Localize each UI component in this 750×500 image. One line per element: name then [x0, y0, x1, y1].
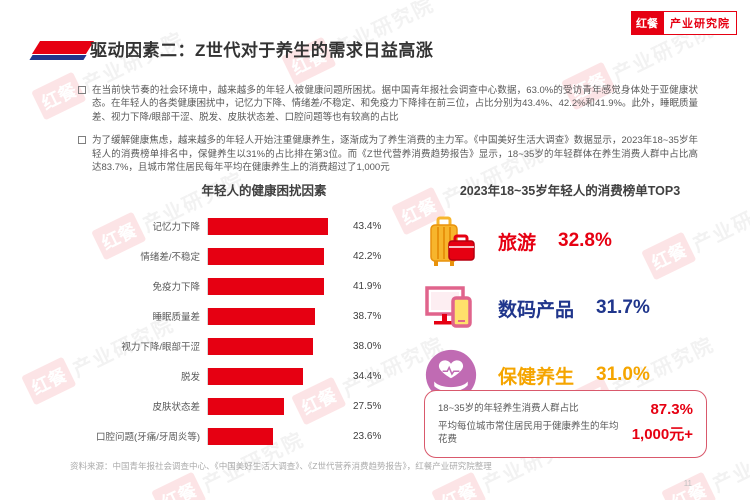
top3-label-travel: 旅游: [498, 232, 537, 254]
chart-bar: [208, 427, 274, 445]
stats-label-share: 18~35岁的年轻养生消费人群占比: [438, 403, 579, 415]
chart-bar-track: [207, 277, 346, 295]
chart-bar: [208, 397, 284, 415]
chart-category-label: 脱发: [180, 372, 200, 383]
chart-category-label: 口腔问题(牙痛/牙周炎等): [96, 432, 200, 443]
paragraph-1-text: 在当前快节奏的社会环境中，越来越多的年轻人被健康问题所困扰。据中国青年报社会调查…: [92, 85, 698, 123]
chart-bar-track: [207, 397, 346, 415]
top3-value-health: 31.0%: [596, 364, 650, 385]
top3-item-travel: 旅游 32.8%: [420, 209, 720, 273]
chart-category-label: 记忆力下降: [152, 222, 200, 233]
digital-devices-icon: [420, 279, 482, 337]
chart-category-label: 视力下降/眼部干涩: [121, 342, 200, 353]
top3-item-digital: 数码产品 31.7%: [420, 276, 720, 340]
health-heart-icon: [420, 348, 482, 402]
chart-row: 脱发 34.4%: [96, 361, 432, 391]
chart-category-label: 皮肤状态差: [152, 402, 200, 413]
intro-paragraphs: 在当前快节奏的社会环境中，越来越多的年轻人被健康问题所困扰。据中国青年报社会调查…: [78, 84, 698, 185]
chart-row: 口腔问题(牙痛/牙周炎等) 23.6%: [96, 421, 432, 451]
top3-value-digital: 31.7%: [596, 297, 650, 318]
data-source-note: 资料来源：中国青年报社会调查中心、《中国美好生活大调查》、《Z世代营养消费趋势报…: [70, 461, 492, 471]
paragraph-2-text: 为了缓解健康焦虑，越来越多的年轻人开始注重健康养生，逐渐成为了养生消费的主力军。…: [92, 135, 698, 174]
square-bullet-icon: [78, 136, 86, 145]
chart-title: 年轻人的健康困扰因素: [201, 184, 327, 198]
stats-label-spend: 平均每位城市常住居民用于健康养生的年均花费: [438, 421, 619, 445]
bar-chart-rows: 记忆力下降 43.4% 情绪差/不稳定 42.2% 免疫力下降 41.9% 睡眠质量差 38.…: [96, 211, 432, 451]
chart-bar: [208, 247, 325, 265]
chart-row: 皮肤状态差 27.5%: [96, 391, 432, 421]
chart-bar-track: [207, 367, 346, 385]
brand-logo: 红餐 产业研究院: [631, 11, 737, 35]
brand-logo-text: 产业研究院: [663, 11, 737, 35]
chart-bar-track: [207, 337, 346, 355]
title-flag-shadow: [29, 55, 87, 60]
top3-value-travel: 32.8%: [558, 230, 612, 251]
page-number: 11: [683, 479, 692, 488]
paragraph-1: 在当前快节奏的社会环境中，越来越多的年轻人被健康问题所困扰。据中国青年报社会调查…: [78, 84, 698, 124]
paragraph-2: 为了缓解健康焦虑，越来越多的年轻人开始注重健康养生，逐渐成为了养生消费的主力军。…: [78, 134, 698, 174]
chart-row: 情绪差/不稳定 42.2%: [96, 241, 432, 271]
chart-bar-track: [207, 427, 346, 445]
top3-item-health: 保健养生 31.0%: [420, 343, 720, 407]
chart-bar-value: 38.0%: [353, 340, 382, 352]
chart-bar: [208, 217, 328, 235]
chart-bar-value: 27.5%: [353, 400, 382, 412]
chart-category-label: 情绪差/不稳定: [140, 252, 200, 263]
chart-row: 免疫力下降 41.9%: [96, 271, 432, 301]
title-flag-decoration: [31, 41, 95, 54]
chart-bar-value: 38.7%: [353, 310, 382, 322]
top3-title: 2023年18~35岁年轻人的消费榜单TOP3: [459, 184, 681, 198]
top3-consumption-list: 2023年18~35岁年轻人的消费榜单TOP3: [420, 180, 720, 410]
chart-bar: [208, 277, 324, 295]
chart-bar-track: [207, 217, 346, 235]
chart-bar-value: 41.9%: [353, 280, 382, 292]
chart-bar-track: [207, 307, 346, 325]
chart-bar: [208, 307, 315, 325]
chart-bar: [208, 367, 303, 385]
chart-category-label: 免疫力下降: [152, 282, 200, 293]
stats-row-share: 18~35岁的年轻养生消费人群占比 87.3%: [438, 401, 693, 418]
top3-label-digital: 数码产品: [498, 299, 575, 321]
chart-bar-value: 43.4%: [353, 220, 382, 232]
luggage-icon: [420, 212, 482, 270]
chart-bar-value: 42.2%: [353, 250, 382, 262]
chart-bar-value: 34.4%: [353, 370, 382, 382]
stats-value-share: 87.3%: [650, 401, 693, 418]
page-title: 驱动因素二：Z世代对于养生的需求日益高涨: [90, 41, 434, 60]
chart-bar-track: [207, 247, 346, 265]
chart-row: 记忆力下降 43.4%: [96, 211, 432, 241]
stats-box: 18~35岁的年轻养生消费人群占比 87.3% 平均每位城市常住居民用于健康养生…: [424, 390, 707, 458]
chart-bar: [208, 337, 313, 355]
brand-logo-mark: 红餐: [631, 11, 663, 35]
square-bullet-icon: [78, 86, 86, 94]
chart-category-label: 睡眠质量差: [152, 312, 200, 323]
top3-label-health: 保健养生: [498, 366, 575, 388]
health-concerns-chart: 年轻人的健康困扰因素 记忆力下降 43.4% 情绪差/不稳定 42.2% 免疫力下降 41…: [96, 180, 432, 451]
stats-row-spend: 平均每位城市常住居民用于健康养生的年均花费 1,000元+: [438, 421, 693, 447]
stats-value-spend: 1,000元+: [631, 426, 693, 444]
chart-row: 视力下降/眼部干涩 38.0%: [96, 331, 432, 361]
chart-row: 睡眠质量差 38.7%: [96, 301, 432, 331]
chart-bar-value: 23.6%: [353, 430, 382, 442]
